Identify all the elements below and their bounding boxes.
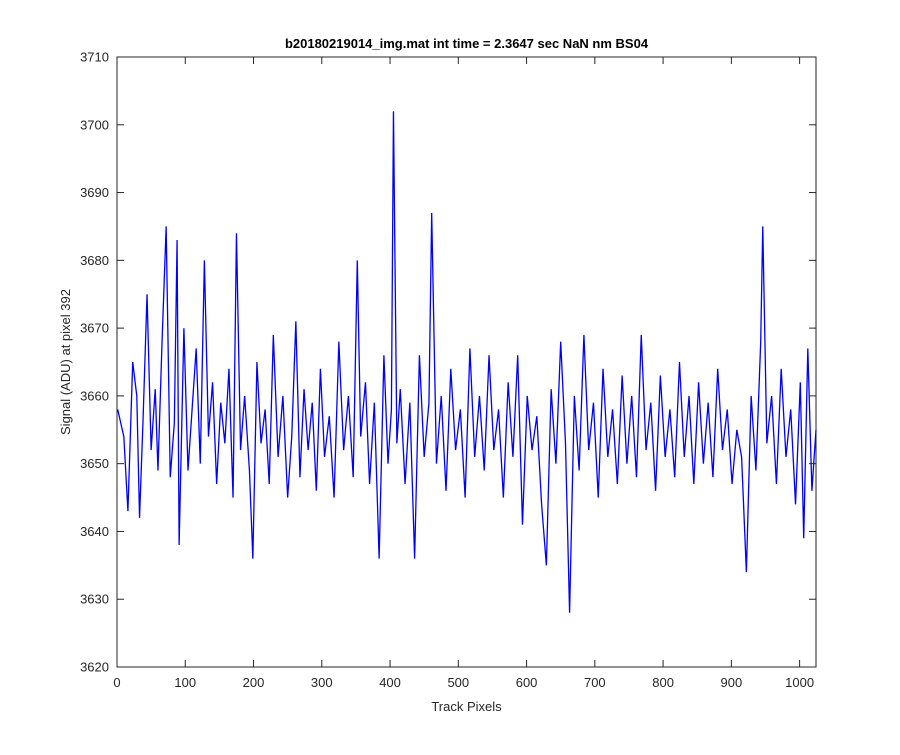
y-tick-label: 3680 (80, 253, 109, 268)
x-tick-label: 900 (721, 675, 743, 690)
y-tick-label: 3620 (80, 660, 109, 675)
x-tick-label: 100 (174, 675, 196, 690)
y-tick-label: 3650 (80, 456, 109, 471)
x-tick-label: 200 (243, 675, 265, 690)
tick-layer: 0 100 200 300 400 500 600 700 800 900 1000 3620 3630… (80, 50, 816, 690)
x-axis-label: Track Pixels (431, 699, 502, 714)
x-tick-label: 300 (311, 675, 333, 690)
y-tick-label: 3640 (80, 524, 109, 539)
x-tick-label: 600 (516, 675, 538, 690)
signal-series-line (117, 111, 817, 613)
x-tick-label: 800 (652, 675, 674, 690)
y-tick-label: 3630 (80, 592, 109, 607)
y-tick-label: 3660 (80, 388, 109, 403)
y-tick-label: 3670 (80, 321, 109, 336)
x-tick-label: 0 (113, 675, 120, 690)
y-tick-label: 3700 (80, 117, 109, 132)
y-axis-label: Signal (ADU) at pixel 392 (58, 289, 73, 435)
y-tick-label: 3710 (80, 50, 109, 65)
chart-title: b20180219014_img.mat int time = 2.3647 s… (285, 36, 649, 51)
x-tick-label: 400 (379, 675, 401, 690)
x-tick-label: 500 (447, 675, 469, 690)
series-layer (117, 111, 817, 613)
plot-area (116, 56, 817, 668)
y-tick-label: 3690 (80, 185, 109, 200)
x-tick-label: 700 (584, 675, 606, 690)
x-tick-label: 1000 (785, 675, 814, 690)
